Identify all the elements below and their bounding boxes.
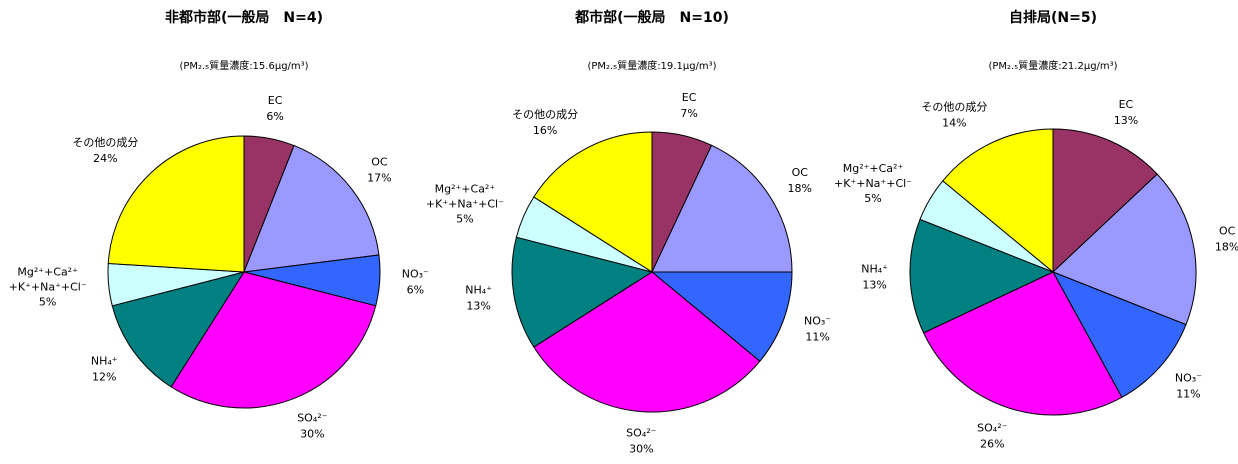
- slice-value: 13%: [466, 300, 490, 313]
- slice-label: OC: [1219, 225, 1236, 238]
- pie-slice: [511, 236, 654, 348]
- slice-label: SO₄²⁻: [977, 422, 1007, 435]
- label-line: +K⁺+Na⁺+Cl⁻: [426, 197, 504, 210]
- slice-label: Mg²⁺+Ca²⁺ +K⁺+Na⁺+Cl⁻: [834, 162, 912, 190]
- label-line: Mg²⁺+Ca²⁺: [435, 182, 496, 195]
- chart-subtitle: (PM₂.₅質量濃度:15.6μg/m³): [179, 59, 308, 72]
- slice-label: OC: [792, 166, 809, 179]
- slice-value: 13%: [862, 278, 886, 291]
- slice-label: NO₃⁻: [402, 267, 429, 280]
- pie-slice: [243, 144, 380, 273]
- slice-label: NO₃⁻: [1175, 371, 1202, 384]
- slice-label: EC: [1119, 98, 1134, 111]
- slice-value: 18%: [788, 182, 812, 195]
- slice-value: 13%: [1114, 114, 1138, 127]
- slice-label: EC: [268, 94, 283, 107]
- slice-label: EC: [682, 91, 697, 104]
- slice-value: 11%: [805, 331, 829, 344]
- slice-label: NO₃⁻: [804, 315, 831, 328]
- slice-value: 5%: [864, 192, 881, 205]
- slice-value: 5%: [456, 212, 473, 225]
- slice-label: NH₄⁺: [91, 355, 118, 368]
- chart-subtitle: (PM₂.₅質量濃度:19.1μg/m³): [587, 59, 716, 72]
- slice-value: 6%: [407, 283, 424, 296]
- slice-label: NH₄⁺: [465, 284, 492, 297]
- pie-slice: [650, 271, 793, 362]
- slice-value: 5%: [39, 296, 56, 309]
- slice-label: SO₄²⁻: [297, 411, 327, 424]
- slice-value: 12%: [92, 371, 116, 384]
- slice-value: 7%: [680, 107, 697, 120]
- label-line: Mg²⁺+Ca²⁺: [17, 266, 78, 279]
- pie-slice: [942, 128, 1054, 274]
- slice-label: Mg²⁺+Ca²⁺ +K⁺+Na⁺+Cl⁻: [426, 182, 504, 210]
- chart-title: 非都市部(一般局 N=4): [165, 9, 323, 26]
- label-line: +K⁺+Na⁺+Cl⁻: [9, 281, 87, 294]
- slice-label: その他の成分: [512, 108, 578, 121]
- pie-slice: [533, 271, 761, 413]
- slice-label: OC: [371, 155, 388, 168]
- chart-title: 自排局(N=5): [1009, 9, 1097, 26]
- chart-title: 都市部(一般局 N=10): [574, 9, 729, 26]
- slice-label: その他の成分: [921, 100, 987, 113]
- label-line: +K⁺+Na⁺+Cl⁻: [834, 177, 912, 190]
- slice-label: NH₄⁺: [861, 262, 888, 275]
- pie-slice: [909, 218, 1055, 334]
- pie-slice: [533, 131, 653, 273]
- slice-value: 26%: [980, 438, 1004, 451]
- pie-slice: [1052, 173, 1197, 326]
- slice-value: 24%: [93, 152, 117, 165]
- slice-value: 18%: [1215, 241, 1238, 254]
- slice-label: その他の成分: [72, 136, 138, 149]
- slice-value: 17%: [367, 171, 391, 184]
- slice-value: 30%: [300, 427, 324, 440]
- pie-slice: [1052, 128, 1158, 274]
- chart-subtitle: (PM₂.₅質量濃度:21.2μg/m³): [988, 59, 1117, 72]
- pie-slice: [107, 135, 245, 273]
- slice-value: 11%: [1176, 387, 1200, 400]
- slice-value: 14%: [942, 116, 966, 129]
- slice-value: 6%: [266, 110, 283, 123]
- pie-slice: [922, 271, 1123, 416]
- slice-value: 16%: [533, 124, 557, 137]
- pie-slice: [170, 271, 377, 409]
- slice-label: SO₄²⁻: [626, 427, 656, 440]
- pie-slice: [111, 271, 246, 388]
- slice-value: 30%: [629, 443, 653, 456]
- pie-slice: [651, 144, 793, 273]
- slice-label: Mg²⁺+Ca²⁺ +K⁺+Na⁺+Cl⁻: [9, 266, 87, 294]
- pie-slice: [1051, 271, 1187, 398]
- label-line: Mg²⁺+Ca²⁺: [843, 162, 904, 175]
